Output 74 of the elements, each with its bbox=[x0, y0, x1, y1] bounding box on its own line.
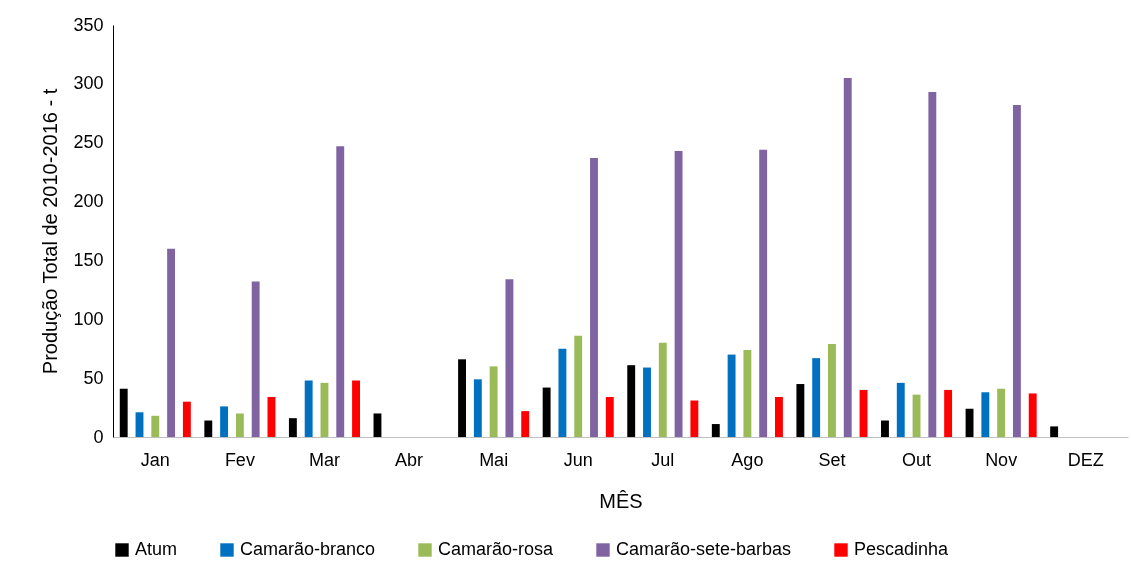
bar bbox=[251, 281, 260, 437]
bar bbox=[727, 354, 736, 437]
bar bbox=[352, 380, 360, 437]
bar bbox=[981, 392, 990, 437]
x-axis-title: MÊS bbox=[599, 489, 643, 512]
bar bbox=[288, 418, 297, 437]
x-tick-label: Mar bbox=[308, 449, 340, 470]
x-tick-label: Mai bbox=[479, 449, 509, 470]
bar bbox=[812, 358, 821, 437]
bar bbox=[1028, 393, 1037, 437]
y-tick-label: 250 bbox=[73, 132, 104, 153]
x-tick-label: Jul bbox=[651, 449, 675, 470]
bar bbox=[542, 387, 551, 437]
bar bbox=[558, 348, 567, 437]
bar bbox=[473, 379, 482, 437]
y-tick-label: 0 bbox=[93, 426, 104, 447]
bar bbox=[627, 365, 636, 437]
x-tick-label: Jun bbox=[563, 449, 593, 470]
legend-label: Camarão-branco bbox=[240, 539, 376, 559]
bar bbox=[336, 146, 345, 437]
bar bbox=[204, 420, 213, 437]
bar bbox=[489, 366, 498, 437]
bar bbox=[944, 389, 953, 437]
y-tick-label: 350 bbox=[73, 14, 104, 35]
x-tick-label: Set bbox=[818, 449, 846, 470]
bar bbox=[167, 248, 176, 437]
bar bbox=[674, 150, 683, 437]
bar bbox=[151, 415, 160, 437]
x-tick-label: Jan bbox=[140, 449, 170, 470]
bar bbox=[574, 335, 583, 437]
bar bbox=[743, 349, 752, 437]
bar bbox=[119, 388, 128, 437]
bar bbox=[828, 344, 836, 437]
bar bbox=[881, 420, 889, 437]
bar bbox=[458, 359, 466, 437]
bar bbox=[1050, 426, 1059, 437]
bar bbox=[711, 424, 720, 437]
y-tick-label: 200 bbox=[73, 191, 104, 212]
y-tick-label: 50 bbox=[83, 367, 104, 388]
x-tick-label: Nov bbox=[985, 449, 1018, 470]
bar bbox=[896, 382, 905, 437]
x-tick-label: Ago bbox=[731, 449, 764, 470]
bar bbox=[690, 400, 699, 437]
bar bbox=[182, 401, 191, 437]
bar bbox=[220, 406, 229, 437]
legend-label: Pescadinha bbox=[854, 539, 950, 559]
bar bbox=[605, 396, 614, 437]
x-tick-label: Out bbox=[902, 449, 932, 470]
y-tick-label: 100 bbox=[73, 308, 104, 329]
legend-label: Camarão-rosa bbox=[438, 539, 555, 559]
x-tick-label: DEZ bbox=[1067, 449, 1104, 470]
bar bbox=[590, 158, 598, 437]
y-tick-label: 300 bbox=[73, 73, 104, 94]
bar bbox=[643, 367, 651, 437]
bar bbox=[1012, 105, 1021, 437]
x-tick-label: Fev bbox=[224, 449, 255, 470]
bar bbox=[658, 342, 667, 437]
bar bbox=[135, 412, 144, 437]
bar bbox=[505, 279, 514, 437]
bar bbox=[775, 396, 783, 437]
y-tick-label: 150 bbox=[73, 249, 104, 270]
bar bbox=[796, 384, 805, 437]
bar bbox=[521, 411, 530, 437]
x-tick-label: Abr bbox=[395, 449, 424, 470]
legend-label: Atum bbox=[135, 539, 178, 559]
bar bbox=[373, 413, 382, 437]
bar bbox=[304, 380, 313, 437]
bar bbox=[997, 388, 1006, 437]
bar bbox=[843, 77, 852, 437]
bar bbox=[928, 92, 937, 437]
bar bbox=[759, 149, 768, 437]
y-axis-title: Produção Total de 2010-2016 - t bbox=[39, 88, 62, 375]
legend-label: Camarão-sete-barbas bbox=[616, 539, 792, 559]
bar bbox=[235, 413, 244, 437]
